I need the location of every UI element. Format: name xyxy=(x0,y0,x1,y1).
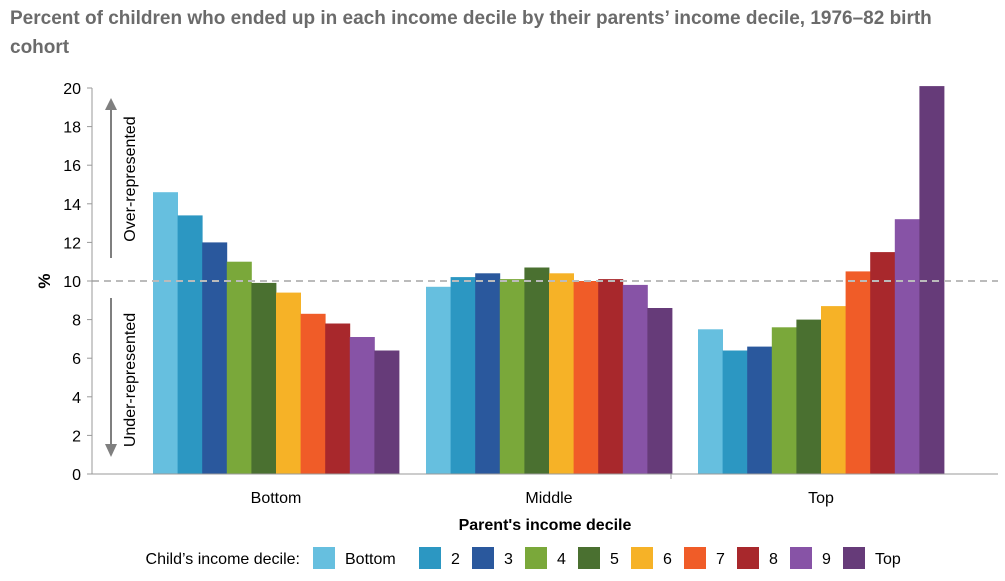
bar-top-9 xyxy=(894,219,920,474)
y-tick-label: 8 xyxy=(72,313,81,330)
bar-bottom-bottom xyxy=(153,192,178,474)
bar-bottom-7 xyxy=(300,313,326,474)
bar-middle-9 xyxy=(622,284,648,474)
legend-swatch-7 xyxy=(684,547,706,569)
legend-label-2: 2 xyxy=(451,551,460,568)
bar-top-5 xyxy=(796,319,822,474)
y-tick-label: 10 xyxy=(63,274,81,291)
bar-bottom-9 xyxy=(349,337,375,474)
bar-middle-6 xyxy=(549,273,574,474)
y-tick-label: 2 xyxy=(72,428,81,445)
under-represented-label: Under-represented xyxy=(122,313,139,447)
over-represented-label: Over-represented xyxy=(122,116,139,241)
bar-bottom-5 xyxy=(251,282,277,474)
legend-swatch-top xyxy=(843,547,865,569)
y-tick-label: 14 xyxy=(63,197,81,214)
bar-middle-top xyxy=(647,308,673,474)
under-arrow-head xyxy=(105,444,117,457)
legend-label-8: 8 xyxy=(769,551,778,568)
legend-label-5: 5 xyxy=(610,551,619,568)
legend-label-7: 7 xyxy=(716,551,725,568)
y-tick-label: 6 xyxy=(72,351,81,368)
bar-bottom-8 xyxy=(325,323,351,474)
bar-middle-8 xyxy=(598,279,624,474)
y-tick-label: 12 xyxy=(63,235,81,252)
x-category-label: Bottom xyxy=(251,490,302,507)
legend-label-3: 3 xyxy=(504,551,513,568)
legend-swatch-2 xyxy=(419,547,441,569)
legend-label-9: 9 xyxy=(822,551,831,568)
legend-title: Child’s income decile: xyxy=(146,551,300,568)
legend-swatch-9 xyxy=(790,547,812,569)
bar-middle-4 xyxy=(499,279,525,474)
legend-swatch-3 xyxy=(472,547,494,569)
x-category-label: Top xyxy=(808,490,834,507)
bar-top-2 xyxy=(722,350,748,474)
x-axis-title: Parent's income decile xyxy=(459,517,632,534)
bar-middle-2 xyxy=(450,277,476,474)
legend: Child’s income decile: Bottom 2 3 4 5 6 7 8 9 Top xyxy=(146,547,901,569)
y-tick-label: 16 xyxy=(63,158,81,175)
y-tick-label: 0 xyxy=(72,467,81,484)
legend-swatch-4 xyxy=(525,547,547,569)
bar-bottom-6 xyxy=(276,292,301,474)
bar-top-3 xyxy=(747,346,773,474)
bar-top-4 xyxy=(771,327,797,474)
legend-label-4: 4 xyxy=(557,551,566,568)
over-arrow-head xyxy=(105,98,117,110)
legend-swatch-6 xyxy=(631,547,653,569)
legend-label-6: 6 xyxy=(663,551,672,568)
bar-middle-bottom xyxy=(426,286,451,474)
bar-top-6 xyxy=(821,306,846,474)
bar-middle-5 xyxy=(524,267,550,474)
bar-top-bottom xyxy=(698,329,723,475)
legend-label-bottom: Bottom xyxy=(345,551,396,568)
y-tick-label: 4 xyxy=(72,390,81,407)
legend-swatch-5 xyxy=(578,547,600,569)
bar-top-8 xyxy=(870,252,896,474)
legend-label-top: Top xyxy=(875,551,901,568)
bar-bottom-3 xyxy=(202,242,228,474)
bar-middle-7 xyxy=(573,281,599,474)
y-tick-label: 20 xyxy=(63,81,81,98)
y-tick-label: 18 xyxy=(63,120,81,137)
bar-middle-3 xyxy=(475,273,501,474)
bar-bottom-4 xyxy=(226,261,252,474)
chart-title: Percent of children who ended up in each… xyxy=(10,8,932,58)
bars-layer xyxy=(153,86,945,475)
bar-bottom-2 xyxy=(177,215,203,474)
bar-bottom-top xyxy=(374,350,400,474)
bar-top-7 xyxy=(845,271,871,474)
y-axis-title: % xyxy=(35,273,54,288)
axes-layer: 0 2 4 6 8 10 12 14 16 18 20 Bottom Middle Top Parent's… xyxy=(35,81,998,534)
x-category-label: Middle xyxy=(525,490,572,507)
legend-swatch-8 xyxy=(737,547,759,569)
legend-swatch-bottom xyxy=(313,547,335,569)
